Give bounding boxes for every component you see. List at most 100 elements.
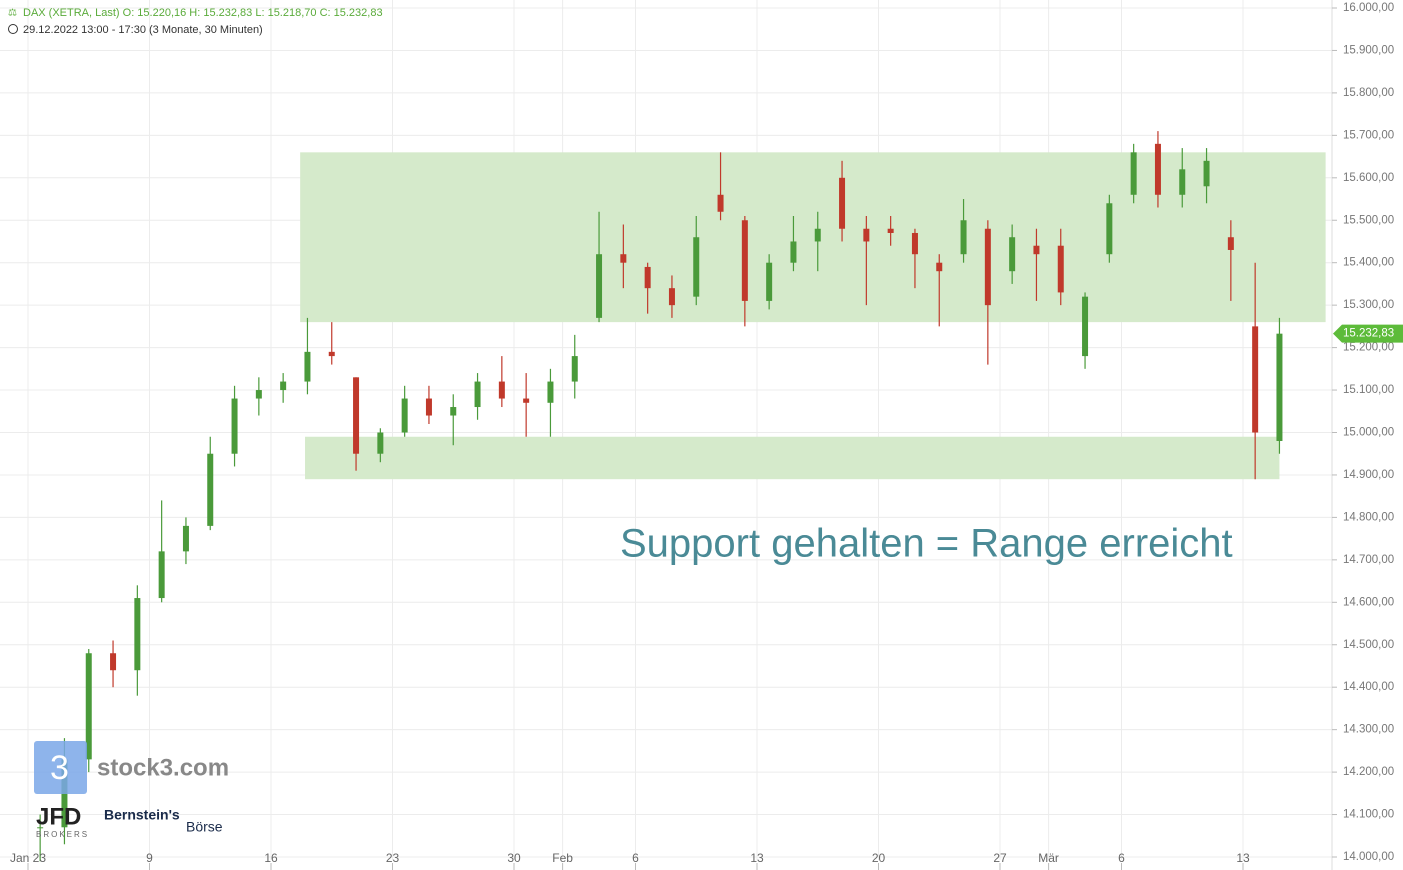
x-tick-label: 27 <box>993 851 1007 865</box>
candle-body <box>1276 333 1283 441</box>
x-tick-label: 30 <box>507 851 521 865</box>
y-tick-label: 15.000,00 <box>1343 427 1394 439</box>
header: DAX (XETRA, Last) O: 15.220,16 H: 15.232… <box>23 7 383 19</box>
candle-body <box>1227 237 1234 250</box>
candle-body <box>255 390 262 399</box>
candle-body <box>1179 169 1186 195</box>
last-price-tag <box>1333 324 1403 343</box>
y-tick-label: 15.900,00 <box>1343 44 1394 56</box>
y-tick-label: 16.000,00 <box>1343 2 1394 14</box>
candle-body <box>474 381 481 408</box>
y-tick-label: 14.600,00 <box>1343 596 1394 608</box>
candle-body <box>693 237 700 297</box>
candle-body <box>984 228 991 306</box>
candle-body <box>1082 296 1089 357</box>
candle-body <box>741 220 748 301</box>
x-tick-label: Mär <box>1038 851 1059 865</box>
x-tick-label: Feb <box>552 851 573 865</box>
y-tick-label: 14.000,00 <box>1343 851 1394 863</box>
candle-body <box>596 254 603 318</box>
icon: ⚖ <box>8 8 17 19</box>
candle-body <box>960 220 967 255</box>
candle-body <box>1106 203 1113 255</box>
candle-body <box>814 228 821 242</box>
x-tick-label: 13 <box>750 851 764 865</box>
candle-body <box>523 398 530 403</box>
candle-body <box>839 177 846 229</box>
candle-body <box>863 228 870 242</box>
candle-body <box>85 653 92 760</box>
candle-body <box>134 598 141 671</box>
y-tick-label: 14.200,00 <box>1343 766 1394 778</box>
y-tick-label: 14.100,00 <box>1343 809 1394 821</box>
candle-body <box>158 551 165 599</box>
x-tick-label: 20 <box>872 851 886 865</box>
candle-body <box>644 266 651 289</box>
candle-body <box>790 241 797 263</box>
candle-body <box>207 453 214 526</box>
range-zone <box>305 436 1280 480</box>
y-tick-label: 15.600,00 <box>1343 172 1394 184</box>
clock-icon <box>8 24 18 34</box>
candle-body <box>280 381 287 391</box>
subheader: 29.12.2022 13:00 - 17:30 (3 Monate, 30 M… <box>23 24 263 36</box>
candle-body <box>1252 326 1259 433</box>
y-tick-label: 14.900,00 <box>1343 469 1394 481</box>
last-price-label: 15.232,83 <box>1343 328 1394 340</box>
y-tick-label: 15.500,00 <box>1343 214 1394 226</box>
logo-jfd-sub: BROKERS <box>36 830 89 839</box>
y-tick-label: 14.400,00 <box>1343 681 1394 693</box>
candle-body <box>450 407 457 416</box>
x-tick-label: 6 <box>632 851 639 865</box>
x-tick-label: 9 <box>146 851 153 865</box>
y-tick-label: 14.300,00 <box>1343 724 1394 736</box>
candle-body <box>353 377 360 454</box>
candle-body <box>668 288 675 306</box>
candle-body <box>571 356 578 382</box>
x-tick-label: 13 <box>1236 851 1250 865</box>
annotation: Support gehalten = Range erreicht <box>620 522 1233 566</box>
y-tick-label: 15.200,00 <box>1343 342 1394 354</box>
candle-body <box>498 381 505 399</box>
candle-body <box>1057 245 1064 293</box>
candle-body <box>766 262 773 301</box>
candle-body <box>304 351 311 382</box>
x-tick-label: 23 <box>386 851 400 865</box>
candle-body <box>182 525 189 552</box>
x-tick-label: 16 <box>264 851 278 865</box>
range-zone <box>300 152 1326 323</box>
candle-body <box>425 398 432 416</box>
candle-body <box>547 381 554 403</box>
candle-body <box>37 827 44 829</box>
candle-body <box>1203 160 1210 187</box>
logo-box <box>34 741 87 794</box>
logo-jfd: JFD <box>36 803 81 830</box>
candle-body <box>620 254 627 263</box>
candle-body <box>1130 152 1137 195</box>
y-tick-label: 14.700,00 <box>1343 554 1394 566</box>
y-tick-label: 15.700,00 <box>1343 129 1394 141</box>
x-tick-label: 6 <box>1118 851 1125 865</box>
y-tick-label: 15.300,00 <box>1343 299 1394 311</box>
logo-bernstein: Bernstein's <box>104 807 180 823</box>
y-tick-label: 15.100,00 <box>1343 384 1394 396</box>
y-tick-label: 15.400,00 <box>1343 257 1394 269</box>
candle-body <box>377 432 384 454</box>
candle-body <box>1154 143 1161 195</box>
candle-body <box>231 398 238 454</box>
y-tick-label: 14.500,00 <box>1343 639 1394 651</box>
y-tick-label: 14.800,00 <box>1343 511 1394 523</box>
x-tick-label: Jan 23 <box>10 851 46 865</box>
candle-body <box>110 653 117 671</box>
logo-stock3: stock3.com <box>97 754 229 781</box>
candle-body <box>401 398 408 433</box>
candle-body <box>1033 245 1040 255</box>
y-tick-label: 15.800,00 <box>1343 87 1394 99</box>
candle-body <box>887 228 894 233</box>
candle-body <box>328 351 335 357</box>
candle-body <box>936 262 943 272</box>
candle-body <box>1009 237 1016 272</box>
logo-glyph: 3 <box>50 749 69 787</box>
candle-body <box>911 232 918 255</box>
candle-body <box>717 194 724 212</box>
